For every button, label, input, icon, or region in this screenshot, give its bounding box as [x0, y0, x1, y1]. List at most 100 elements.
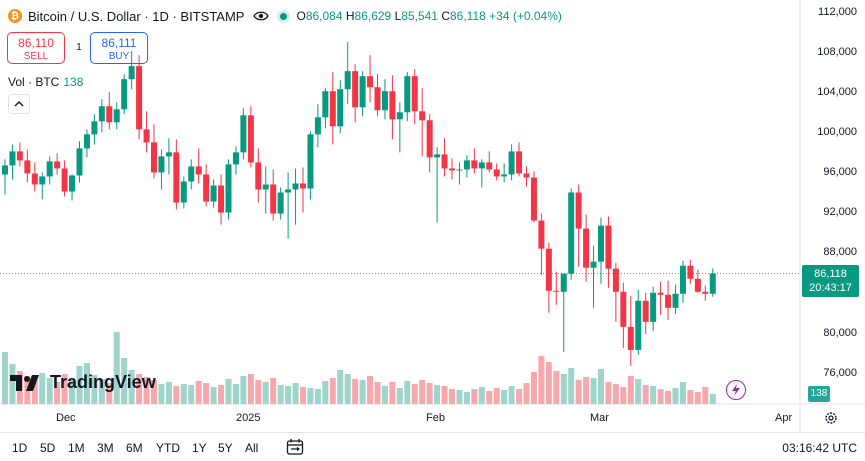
volume-bar — [538, 356, 545, 404]
candle-body — [538, 220, 545, 249]
symbol-header[interactable]: ₿ Bitcoin / U.S. Dollar · 1D · BITSTAMP … — [8, 7, 562, 25]
low-label: L — [394, 9, 402, 23]
volume-bar — [300, 387, 306, 404]
volume-legend[interactable]: Vol · BTC 138 — [8, 75, 83, 89]
candle-body — [575, 192, 582, 229]
tradingview-wordmark: TradingView — [50, 372, 156, 392]
volume-bar — [83, 363, 90, 404]
volume-bar — [210, 387, 217, 404]
candle-body — [31, 173, 38, 185]
candle-body — [530, 177, 537, 221]
volume-bar — [307, 388, 314, 404]
candle-body — [404, 76, 411, 113]
sell-label: SELL — [23, 51, 49, 62]
volume-bar — [590, 378, 597, 404]
candle-body — [98, 106, 105, 122]
range-all[interactable]: All — [245, 441, 259, 455]
candle-body — [449, 168, 455, 171]
range-ytd[interactable]: YTD — [156, 441, 180, 455]
volume-bar — [76, 366, 83, 404]
candle-body — [672, 293, 679, 308]
candle-body — [151, 142, 157, 173]
volume-bar — [612, 384, 619, 404]
volume-bar — [173, 386, 180, 404]
volume-bar — [396, 388, 403, 404]
close-value: 86,118 — [449, 9, 486, 23]
volume-bar — [665, 391, 672, 404]
range-5y[interactable]: 5Y — [218, 441, 233, 455]
calendar-range-icon[interactable] — [286, 438, 304, 456]
volume-bar — [158, 384, 165, 404]
y-tick-104000: 104,000 — [817, 86, 857, 98]
candle-body — [322, 91, 329, 118]
candle-body — [478, 162, 485, 169]
x-tick-2025: 2025 — [236, 412, 261, 424]
volume-bar — [598, 369, 604, 404]
volume-bar — [98, 379, 105, 404]
volume-bar — [672, 388, 679, 404]
tradingview-logo-icon — [10, 374, 39, 391]
volume-bar — [31, 380, 38, 404]
symbol-title[interactable]: Bitcoin / U.S. Dollar · 1D · BITSTAMP — [28, 8, 245, 24]
candle-body — [262, 184, 269, 190]
candle-body — [694, 278, 701, 292]
candle-body — [709, 273, 716, 294]
candle-body — [188, 166, 195, 182]
volume-bar — [203, 383, 210, 404]
high-value: 86,629 — [354, 9, 392, 23]
candle-body — [195, 166, 202, 175]
candle-body — [635, 300, 642, 350]
volume-bar — [575, 380, 582, 404]
range-1y[interactable]: 1Y — [192, 441, 207, 455]
volume-bar — [314, 389, 321, 404]
sell-button[interactable]: 86,110 SELL — [7, 32, 65, 64]
candle-body — [307, 134, 314, 189]
settings-gear-icon[interactable] — [823, 410, 839, 426]
volume-bar — [530, 372, 537, 404]
volume-bar — [545, 362, 552, 404]
volume-bar — [46, 378, 53, 404]
candle-body — [612, 268, 619, 292]
volume-bar — [61, 374, 68, 404]
candle-body — [300, 183, 306, 189]
range-1m[interactable]: 1M — [68, 441, 85, 455]
buy-button[interactable]: 86,111 BUY — [90, 32, 148, 64]
volume-bar — [583, 377, 590, 404]
volume-bar — [679, 382, 686, 404]
candle-body — [136, 66, 143, 130]
candle-body — [210, 185, 217, 202]
volume-bar — [240, 376, 247, 404]
candle-body — [344, 71, 351, 90]
candle-body — [359, 76, 366, 108]
volume-bar — [195, 381, 202, 404]
candle-body — [426, 120, 433, 158]
candle-body — [232, 152, 239, 165]
volume-bar — [9, 364, 16, 404]
range-5d[interactable]: 5D — [40, 441, 56, 455]
volume-bar — [106, 383, 113, 404]
eye-icon[interactable] — [252, 9, 270, 23]
high-label: H — [345, 9, 355, 23]
price-chart[interactable] — [0, 0, 865, 432]
volume-bar — [523, 383, 530, 404]
candle-body — [627, 326, 634, 350]
utc-clock[interactable]: 03:16:42 UTC — [782, 441, 857, 455]
y-tick-108000: 108,000 — [817, 46, 857, 58]
range-6m[interactable]: 6M — [126, 441, 143, 455]
volume-bar — [54, 382, 61, 404]
volume-bar — [218, 385, 225, 404]
candle-body — [553, 290, 560, 292]
range-1d[interactable]: 1D — [12, 441, 28, 455]
range-3m[interactable]: 3M — [97, 441, 114, 455]
change-value: +34 (+0.04%) — [489, 9, 562, 23]
volume-bar — [620, 387, 627, 404]
candle-body — [203, 174, 210, 202]
volume-bar — [463, 392, 470, 404]
volume-bar — [69, 380, 76, 404]
collapse-legend-button[interactable] — [8, 94, 30, 114]
candle-body — [255, 162, 262, 190]
tradingview-branding[interactable]: TradingView — [10, 372, 156, 393]
flash-icon[interactable] — [726, 380, 746, 400]
candle-body — [590, 261, 597, 268]
volume-bar — [635, 379, 642, 404]
